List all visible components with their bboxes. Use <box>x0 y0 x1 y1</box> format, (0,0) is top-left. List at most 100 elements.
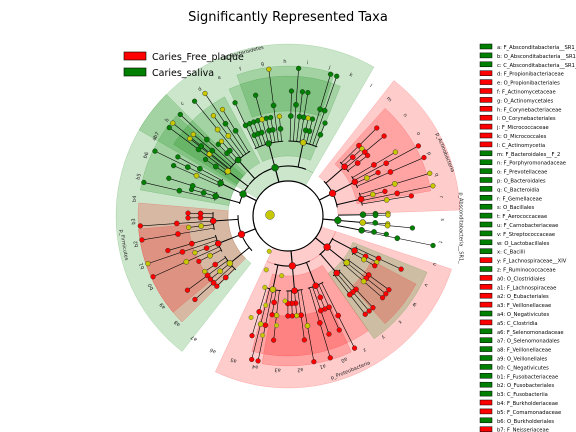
sub-node <box>269 286 277 293</box>
sub-node <box>312 282 319 289</box>
sub-branch <box>332 238 355 252</box>
leaf-node <box>270 127 276 133</box>
clade-node-5 <box>237 230 246 238</box>
sub-branch <box>218 233 242 244</box>
key-swatch <box>479 106 493 112</box>
key-swatch <box>479 141 493 148</box>
key-label: a9: O_Veillonellales <box>497 357 548 363</box>
key-swatch <box>479 373 493 379</box>
clade-node-4 <box>288 262 297 270</box>
leaf-tip <box>192 296 198 303</box>
leaf-tip <box>301 337 307 343</box>
leaf-node <box>256 308 263 315</box>
key-label: a8: F_Veillonellaceae <box>497 348 551 354</box>
leaf-tip <box>309 116 316 122</box>
key-label: b4: F_Burkholderiaceae <box>497 401 558 407</box>
leaf-tip <box>255 358 261 364</box>
tip-key-label: n <box>401 112 408 118</box>
key-swatch <box>479 337 493 343</box>
leaf-node <box>370 191 376 198</box>
key-swatch <box>479 364 493 370</box>
leaf-node <box>207 252 213 259</box>
key-label: t: F_Aerococcaceae <box>497 214 547 220</box>
key-swatch <box>479 239 493 246</box>
sub-branch <box>325 166 345 184</box>
leaf-tip <box>305 89 311 96</box>
key-label: g: O_Actinomycetales <box>497 98 554 104</box>
sub-branch <box>213 218 239 222</box>
leaf-node <box>317 320 323 326</box>
tip-key-label: a3 <box>274 366 281 372</box>
leaf-tip <box>207 276 214 282</box>
key-swatch <box>479 266 493 272</box>
leaf-node <box>193 172 200 179</box>
tip-key-label: r <box>438 196 444 200</box>
key-swatch <box>479 417 493 424</box>
sub-branch <box>337 219 363 224</box>
key-swatch <box>479 61 493 68</box>
leaf-node <box>304 322 311 329</box>
tip-key-label: a4 <box>252 363 259 370</box>
key-swatch <box>479 203 493 210</box>
leaf-node <box>217 268 223 275</box>
key-label: v: F_Streptococcaceae <box>497 232 555 238</box>
leaf-node <box>335 312 341 319</box>
leaf-node <box>394 190 400 197</box>
key-swatch <box>479 97 493 103</box>
tip-key-label: b6 <box>142 151 150 159</box>
leaf-tip <box>253 92 259 98</box>
leaf-tip <box>175 154 181 160</box>
sub-branch <box>336 225 362 231</box>
leaf-tip <box>430 183 436 189</box>
leaf-node <box>198 143 205 149</box>
tip-key-label: b <box>164 117 171 123</box>
key-label: h: F_Corynebacteriaceae <box>497 107 561 113</box>
sub-branch <box>326 246 348 264</box>
leaf-tip <box>326 331 332 337</box>
tip-key-label: a8 <box>173 319 182 328</box>
leaf-node <box>176 187 183 194</box>
tip-key-label: s <box>439 218 445 221</box>
key-label: a5: C_Clostridia <box>497 321 538 327</box>
leaf-tip <box>249 356 255 363</box>
leaf-tip <box>366 308 372 314</box>
clade-node-0 <box>271 164 279 172</box>
tip-key-label: b4 <box>132 195 139 202</box>
leaf-node <box>271 299 277 306</box>
leaf-tip <box>322 120 328 126</box>
clade-wedge-13 <box>138 224 212 313</box>
leaf-tip <box>289 313 295 319</box>
neutral-node-2 <box>262 284 268 290</box>
leaf-tip <box>398 266 404 272</box>
clade-node-3 <box>323 243 331 251</box>
leaf-tip <box>296 65 302 71</box>
leaf-tip <box>362 311 368 317</box>
leaf-tip <box>271 337 277 343</box>
neutral-node-0 <box>266 248 272 254</box>
leaf-node <box>317 294 324 301</box>
sub-branch <box>291 265 296 291</box>
key-swatch <box>479 79 493 85</box>
key-label: a4: O_Negativicutes <box>497 312 549 318</box>
leaf-tip <box>415 143 421 149</box>
leaf-node <box>383 160 390 167</box>
leaf-tip <box>294 313 300 319</box>
leaf-tip <box>269 312 275 318</box>
tip-key-label: b3 <box>131 218 137 225</box>
phylum-label-2: p_Absconditabacteria__SR1_ <box>458 192 464 264</box>
tip-key-label: a9 <box>159 302 168 311</box>
sub-node <box>212 192 219 200</box>
leaf-tip <box>249 333 255 339</box>
sub-node <box>234 156 242 164</box>
legend-swatch-1 <box>123 67 147 77</box>
sub-branch <box>320 253 338 274</box>
tip-key-label: f <box>239 66 243 72</box>
leaf-tip <box>186 224 192 231</box>
root-node <box>265 210 275 220</box>
leaf-tip <box>187 135 193 142</box>
leaf-tip <box>351 345 358 351</box>
leaf-tip <box>232 100 238 106</box>
neutral-node-6 <box>279 273 285 279</box>
leaf-tip <box>177 111 183 118</box>
key-swatch <box>479 257 493 263</box>
